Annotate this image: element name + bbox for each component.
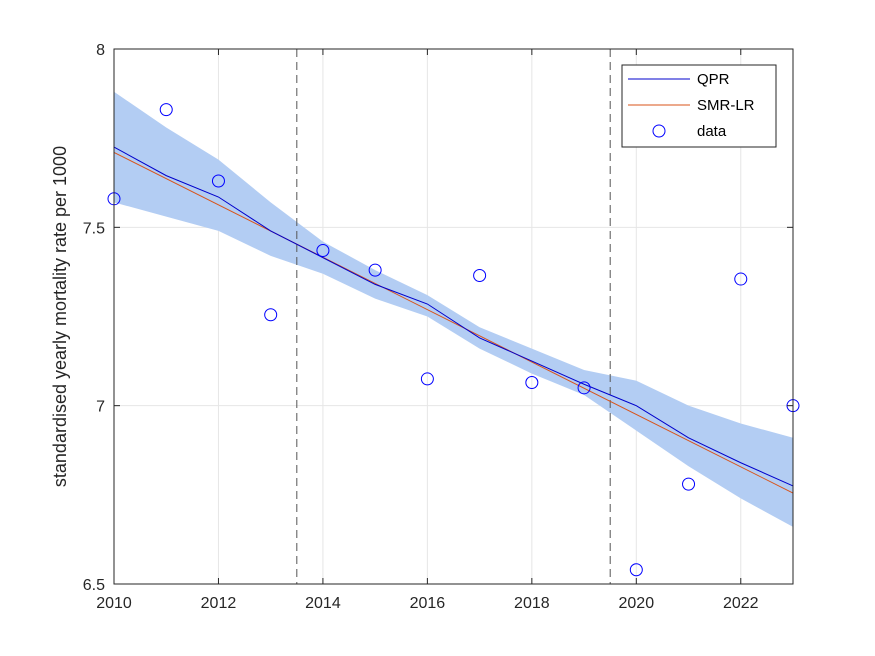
data-point [473, 268, 487, 282]
data-point [211, 174, 225, 188]
confidence-band [114, 91, 793, 527]
y-tick-label: 6.5 [83, 577, 105, 594]
y-tick-label: 7.5 [83, 220, 105, 237]
qpr-line [113, 146, 794, 487]
plot-frame [113, 48, 794, 585]
axis-ticks: 2010 2012 2014 2016 2018 2020 2022 6.5 7 7.5 8 [83, 42, 793, 612]
smr-lr-line [113, 151, 794, 494]
legend-data-label: data [697, 123, 727, 140]
y-axis-title: standardised yearly mortality rate per 1… [50, 146, 70, 487]
data-point [420, 372, 434, 386]
y-tick-label: 7 [96, 399, 105, 416]
data-point [159, 103, 173, 117]
data-point [577, 381, 591, 395]
x-tick-label: 2020 [619, 595, 655, 612]
x-tick-label: 2022 [723, 595, 759, 612]
legend-smr-label: SMR-LR [697, 97, 755, 114]
data-point [264, 308, 278, 322]
data-point [525, 375, 539, 389]
x-tick-label: 2016 [410, 595, 446, 612]
legend-data-marker [652, 124, 666, 138]
data-point [682, 477, 696, 491]
data-points [107, 103, 800, 577]
data-point [629, 563, 643, 577]
series-lines [113, 146, 794, 494]
data-point [316, 244, 330, 258]
legend: QPR SMR-LR data [621, 64, 777, 148]
x-tick-label: 2012 [201, 595, 237, 612]
vertical-reference-lines [296, 49, 611, 584]
x-tick-label: 2010 [96, 595, 132, 612]
x-tick-label: 2018 [514, 595, 550, 612]
data-point [368, 263, 382, 277]
data-point [734, 272, 748, 286]
x-tick-label: 2014 [305, 595, 341, 612]
y-tick-label: 8 [96, 42, 105, 59]
legend-qpr-label: QPR [697, 71, 730, 88]
